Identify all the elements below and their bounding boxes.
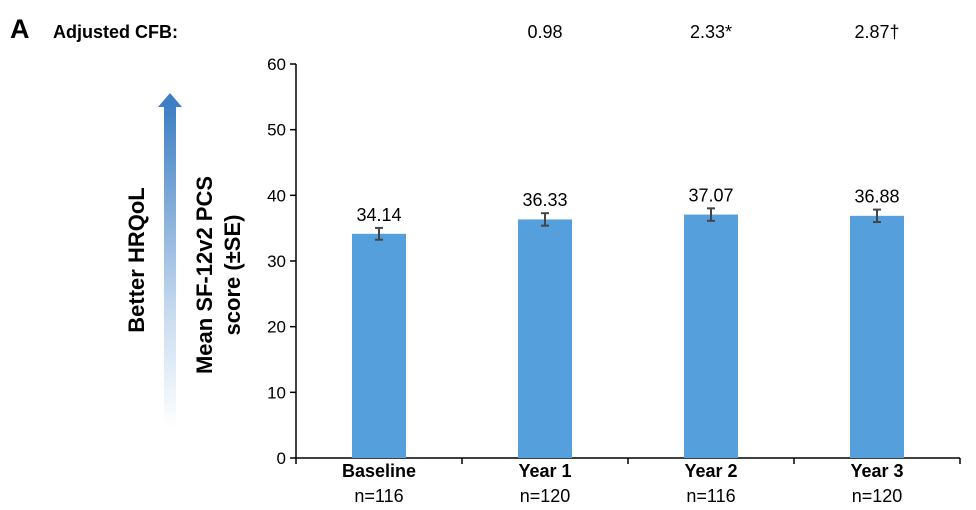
bars: 34.14 36.33 37.07 36.88	[352, 185, 904, 458]
better-hrqol-arrow-head	[158, 93, 182, 107]
better-hrqol-label: Better HRQoL	[124, 187, 149, 332]
y-tick-label: 20	[267, 318, 286, 337]
cfb-value: 0.98	[527, 22, 562, 42]
x-axis-labels: Baseline n=116 Year 1 n=120 Year 2 n=116 Year …	[342, 461, 904, 506]
data-label: 37.07	[688, 185, 733, 205]
x-sample-size-label: n=120	[520, 486, 571, 506]
panel-letter: A	[10, 14, 30, 44]
bar	[684, 214, 738, 458]
cfb-value: 2.87†	[854, 22, 899, 42]
y-tick-label: 60	[267, 55, 286, 74]
cfb-value: 2.33*	[690, 22, 732, 42]
x-sample-size-label: n=120	[852, 486, 903, 506]
bar	[518, 219, 572, 458]
x-category-label: Year 2	[684, 461, 737, 481]
x-axis	[295, 457, 961, 464]
x-category-label: Year 1	[518, 461, 571, 481]
y-tick-label: 50	[267, 121, 286, 140]
y-axis: 0 10 20 30 40 50 60	[267, 55, 297, 468]
y-tick-label: 30	[267, 252, 286, 271]
better-hrqol-arrow-shaft	[164, 106, 176, 428]
x-sample-size-label: n=116	[686, 486, 735, 506]
data-label: 36.33	[522, 190, 567, 210]
x-sample-size-label: n=116	[354, 486, 403, 506]
y-axis-label-line-1: Mean SF-12v2 PCS	[192, 176, 217, 374]
cfb-values: 0.98 2.33* 2.87†	[527, 22, 899, 42]
data-label: 36.88	[854, 187, 899, 207]
bar	[850, 215, 904, 458]
y-tick-label: 0	[277, 449, 286, 468]
x-category-label: Year 3	[850, 461, 903, 481]
y-tick-label: 40	[267, 186, 286, 205]
y-tick-label: 10	[267, 383, 286, 402]
bar	[352, 233, 406, 458]
y-axis-label-line-2: score (±SE)	[220, 215, 245, 336]
x-category-label: Baseline	[342, 461, 416, 481]
data-label: 34.14	[356, 205, 401, 225]
adjusted-cfb-label: Adjusted CFB:	[53, 22, 178, 42]
